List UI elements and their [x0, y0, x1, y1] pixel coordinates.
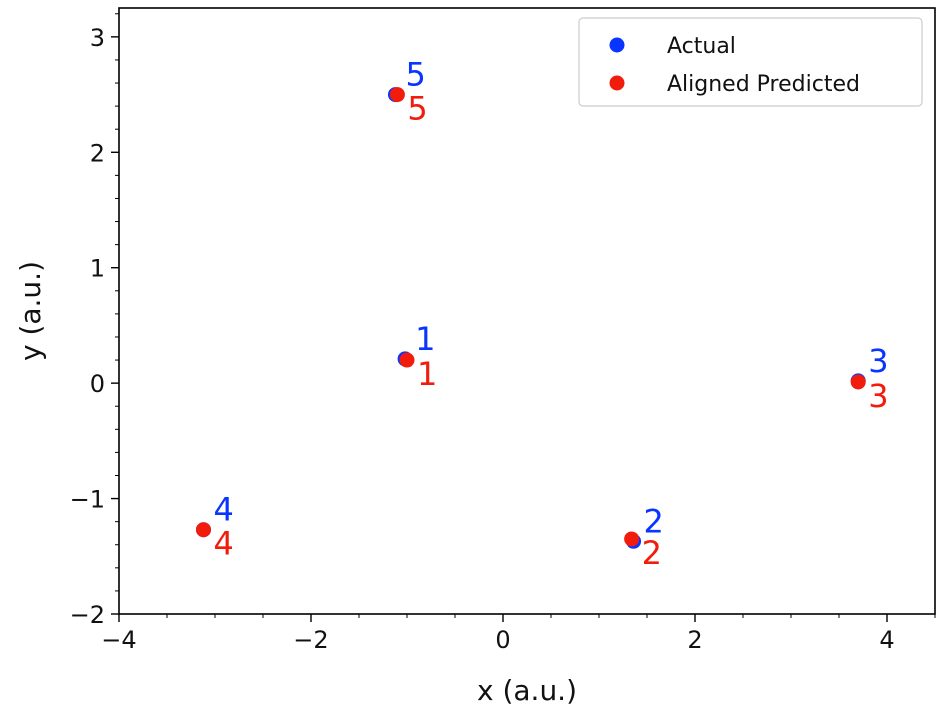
legend-label-1: Aligned Predicted	[667, 72, 860, 97]
legend: Actual Aligned Predicted	[578, 17, 923, 107]
y-tick-label: 3	[90, 24, 105, 52]
point-label-predicted-2: 2	[642, 534, 662, 572]
y-tick-label: −1	[70, 486, 105, 514]
point-predicted-5	[389, 87, 405, 103]
y-tick-label: 1	[90, 255, 105, 283]
x-tick-label: −4	[101, 626, 136, 654]
point-label-actual-1: 1	[415, 320, 435, 358]
legend-box	[578, 17, 923, 107]
legend-label-0: Actual	[667, 34, 736, 59]
x-tick-label: 2	[687, 626, 702, 654]
point-label-predicted-1: 1	[417, 355, 437, 393]
y-tick-label: −2	[70, 601, 105, 629]
y-tick-label: 0	[90, 370, 105, 398]
point-predicted-2	[624, 531, 640, 547]
point-label-actual-5: 5	[405, 56, 425, 94]
point-label-predicted-4: 4	[213, 525, 233, 563]
legend-marker-1	[609, 75, 625, 91]
point-predicted-3	[850, 374, 866, 390]
point-label-predicted-5: 5	[407, 90, 427, 128]
point-predicted-1	[399, 352, 415, 368]
plot-frame	[118, 7, 936, 615]
point-label-actual-4: 4	[213, 491, 233, 529]
y-tick-label: 2	[90, 139, 105, 167]
legend-marker-0	[609, 37, 625, 53]
point-label-actual-3: 3	[868, 342, 888, 380]
x-tick-label: 4	[879, 626, 894, 654]
x-tick-label: −2	[293, 626, 328, 654]
x-axis-title: x (a.u.)	[477, 674, 577, 707]
x-tick-label: 0	[495, 626, 510, 654]
point-label-predicted-3: 3	[868, 377, 888, 415]
y-axis-title: y (a.u.)	[14, 261, 47, 361]
point-label-actual-2: 2	[644, 502, 664, 540]
point-predicted-4	[195, 522, 211, 538]
